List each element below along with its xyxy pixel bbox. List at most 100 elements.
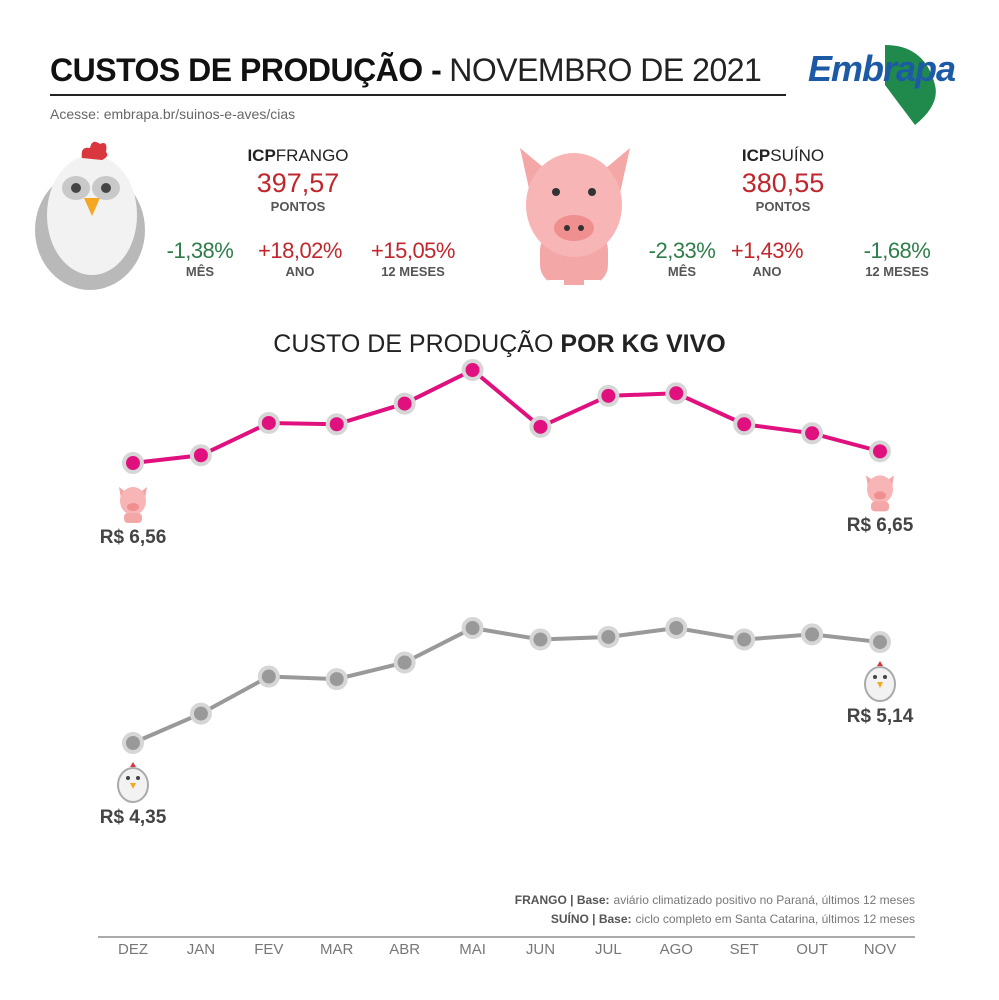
point bbox=[461, 359, 484, 381]
point bbox=[869, 440, 891, 463]
stat: +1,43% ANO bbox=[717, 238, 817, 279]
point bbox=[325, 413, 348, 436]
stat-label: 12 MESES bbox=[865, 264, 929, 279]
x-tick-label: JAN bbox=[186, 941, 216, 958]
stat: -2,33% MÊS bbox=[632, 238, 732, 279]
x-tick-label: MAI bbox=[459, 941, 486, 958]
chicken-eye bbox=[883, 675, 887, 680]
index-block: ICPSUÍNO 380,55 PONTOS bbox=[698, 146, 868, 214]
stat-value: +18,02% bbox=[258, 238, 342, 263]
point bbox=[733, 628, 756, 651]
pig-head bbox=[867, 475, 893, 504]
x-tick-label: MAR bbox=[320, 941, 354, 958]
x-tick-label: JUL bbox=[595, 941, 622, 958]
stat-value: -1,38% bbox=[166, 238, 234, 263]
x-tick-label: FEV bbox=[254, 941, 284, 958]
stat: -1,68% 12 MESES bbox=[847, 238, 947, 279]
stat-label: 12 MESES bbox=[381, 264, 445, 279]
link: Acesse: embrapa.br/suinos-e-aves/cias bbox=[50, 106, 296, 122]
chicken-eye bbox=[126, 776, 130, 780]
note: SUÍNO | Base: ciclo completo em Santa Cat… bbox=[551, 912, 915, 926]
point bbox=[325, 668, 348, 691]
logo: Embrapa bbox=[808, 48, 956, 89]
series-icon bbox=[864, 661, 896, 703]
stat: -1,38% MÊS bbox=[150, 238, 250, 279]
point bbox=[189, 444, 212, 467]
pig-body bbox=[124, 513, 142, 523]
chart-title-light: CUSTO DE PRODUÇÃO bbox=[273, 330, 554, 358]
point bbox=[801, 623, 824, 646]
point bbox=[122, 732, 144, 754]
point bbox=[733, 413, 756, 436]
chicken-eye bbox=[136, 776, 140, 780]
chicken-beak bbox=[877, 682, 883, 689]
point bbox=[801, 422, 824, 445]
chicken-comb bbox=[877, 661, 883, 667]
point bbox=[257, 665, 280, 688]
point bbox=[665, 617, 688, 639]
index-block: ICPFRANGO 397,57 PONTOS bbox=[213, 146, 383, 214]
point bbox=[529, 415, 552, 438]
pig-head bbox=[120, 487, 146, 515]
chart-title: CUSTO DE PRODUÇÃO POR KG VIVO bbox=[0, 330, 999, 359]
index-label: FRANGO bbox=[275, 146, 349, 165]
stat-value: +1,43% bbox=[730, 238, 804, 263]
index-unit: PONTOS bbox=[270, 199, 326, 214]
stat-label: ANO bbox=[285, 264, 315, 279]
series-line bbox=[132, 625, 881, 745]
chicken-beak bbox=[130, 783, 136, 789]
chicken-eye bbox=[873, 675, 877, 680]
x-tick-label: ABR bbox=[389, 941, 421, 958]
note-text: aviário climatizado positivo no Paraná, … bbox=[613, 893, 915, 907]
stat-value: +15,05% bbox=[371, 238, 455, 263]
point bbox=[461, 617, 484, 639]
point bbox=[597, 384, 620, 407]
point bbox=[393, 392, 416, 415]
title-bold: CUSTOS DE PRODUÇÃO - bbox=[50, 52, 442, 88]
series-line bbox=[132, 367, 881, 465]
point bbox=[122, 452, 144, 474]
note-bold: SUÍNO | Base: bbox=[550, 912, 632, 926]
point bbox=[597, 625, 620, 648]
index-value: 397,57 bbox=[256, 168, 340, 198]
index-label: SUÍNO bbox=[770, 146, 825, 165]
chart-title-bold: POR KG VIVO bbox=[560, 330, 726, 358]
stat-value: -2,33% bbox=[648, 238, 716, 263]
value-label: R$ 4,35 bbox=[99, 807, 167, 828]
value-label: R$ 5,14 bbox=[846, 706, 914, 728]
index-name: ICPFRANGO bbox=[213, 146, 383, 166]
note-text: ciclo completo em Santa Catarina, último… bbox=[635, 912, 915, 926]
title: CUSTOS DE PRODUÇÃO - NOVEMBRO DE 2021 bbox=[50, 52, 762, 89]
x-tick-label: SET bbox=[729, 941, 759, 958]
x-tick-label: JUN bbox=[525, 941, 556, 958]
index-prefix: ICP bbox=[247, 146, 276, 165]
series-icon bbox=[866, 475, 894, 512]
stat-label: ANO bbox=[752, 264, 782, 279]
pig-icon bbox=[520, 148, 630, 290]
pig-snout bbox=[874, 491, 886, 500]
stat: +18,02% ANO bbox=[250, 238, 350, 279]
value-label: R$ 6,56 bbox=[99, 527, 167, 548]
index-prefix: ICP bbox=[741, 146, 771, 165]
stat-label: MÊS bbox=[667, 264, 697, 279]
index-unit: PONTOS bbox=[755, 199, 811, 214]
point bbox=[529, 628, 552, 651]
point bbox=[257, 411, 280, 434]
pig-body bbox=[871, 501, 889, 512]
index-name: ICPSUÍNO bbox=[698, 146, 868, 166]
value-label: R$ 6,65 bbox=[846, 515, 914, 537]
index-value: 380,55 bbox=[741, 168, 825, 198]
stat-label: MÊS bbox=[185, 264, 215, 279]
point bbox=[393, 651, 416, 674]
series-icon bbox=[119, 487, 147, 523]
note-bold: FRANGO | Base: bbox=[514, 893, 610, 907]
stat: +15,05% 12 MESES bbox=[363, 238, 463, 279]
stat-value: -1,68% bbox=[863, 238, 931, 263]
pig-snout bbox=[127, 503, 139, 511]
point bbox=[665, 382, 688, 405]
series-icon bbox=[117, 762, 149, 803]
point bbox=[869, 631, 891, 654]
note: FRANGO | Base: aviário climatizado positi… bbox=[515, 893, 915, 907]
x-tick-label: DEZ bbox=[118, 941, 148, 958]
